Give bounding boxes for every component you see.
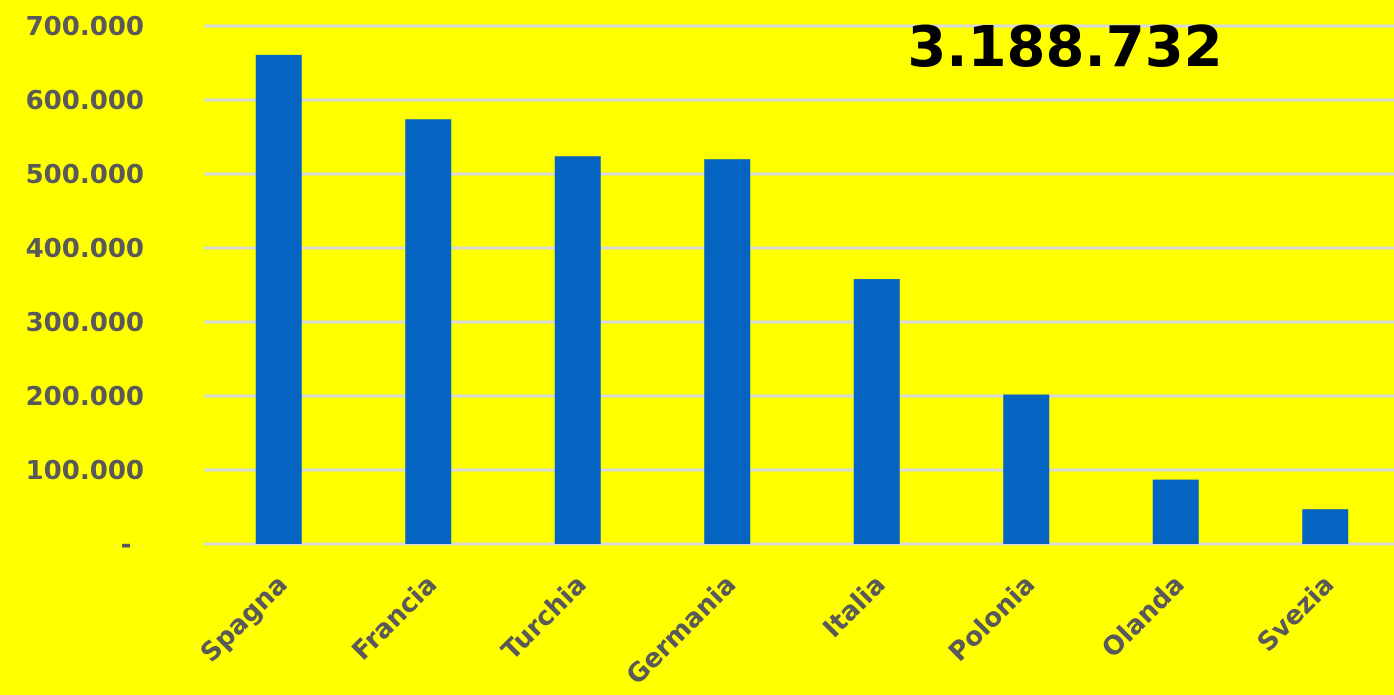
y-tick-label: 300.000 — [26, 308, 144, 338]
y-tick-label: 400.000 — [26, 234, 144, 264]
total-annotation: 3.188.732 — [907, 15, 1222, 80]
x-category-label: Polonia — [943, 570, 1041, 668]
bar-italia — [853, 279, 900, 544]
bar-spagna — [255, 54, 302, 545]
bar-germania — [704, 159, 751, 544]
x-axis-category-labels: Spagna Francia Turchia Germania Italia Poloni… — [195, 570, 1340, 691]
bar-polonia — [1003, 394, 1050, 544]
x-category-label: Italia — [817, 570, 891, 644]
x-category-label: Francia — [346, 570, 443, 667]
x-category-label: Spagna — [195, 570, 294, 669]
y-tick-label: 200.000 — [26, 382, 144, 412]
x-category-label: Olanda — [1096, 570, 1190, 664]
bar-olanda — [1152, 479, 1199, 544]
y-tick-label: 600.000 — [26, 86, 144, 116]
y-tick-label: 100.000 — [26, 456, 144, 486]
gridlines — [204, 24, 1394, 546]
y-axis-tick-labels: - 100.000 200.000 300.000 400.000 500.000 600.… — [26, 12, 144, 560]
y-tick-label: 700.000 — [26, 12, 144, 42]
bar-svezia — [1302, 509, 1349, 544]
x-category-label: Svezia — [1252, 570, 1340, 658]
bar-francia — [405, 119, 452, 545]
bars — [255, 54, 1349, 545]
x-category-label: Germania — [621, 570, 742, 691]
x-category-label: Turchia — [496, 570, 593, 667]
y-tick-label: 500.000 — [26, 160, 144, 190]
bar-turchia — [554, 156, 601, 545]
y-tick-label: - — [121, 530, 132, 560]
